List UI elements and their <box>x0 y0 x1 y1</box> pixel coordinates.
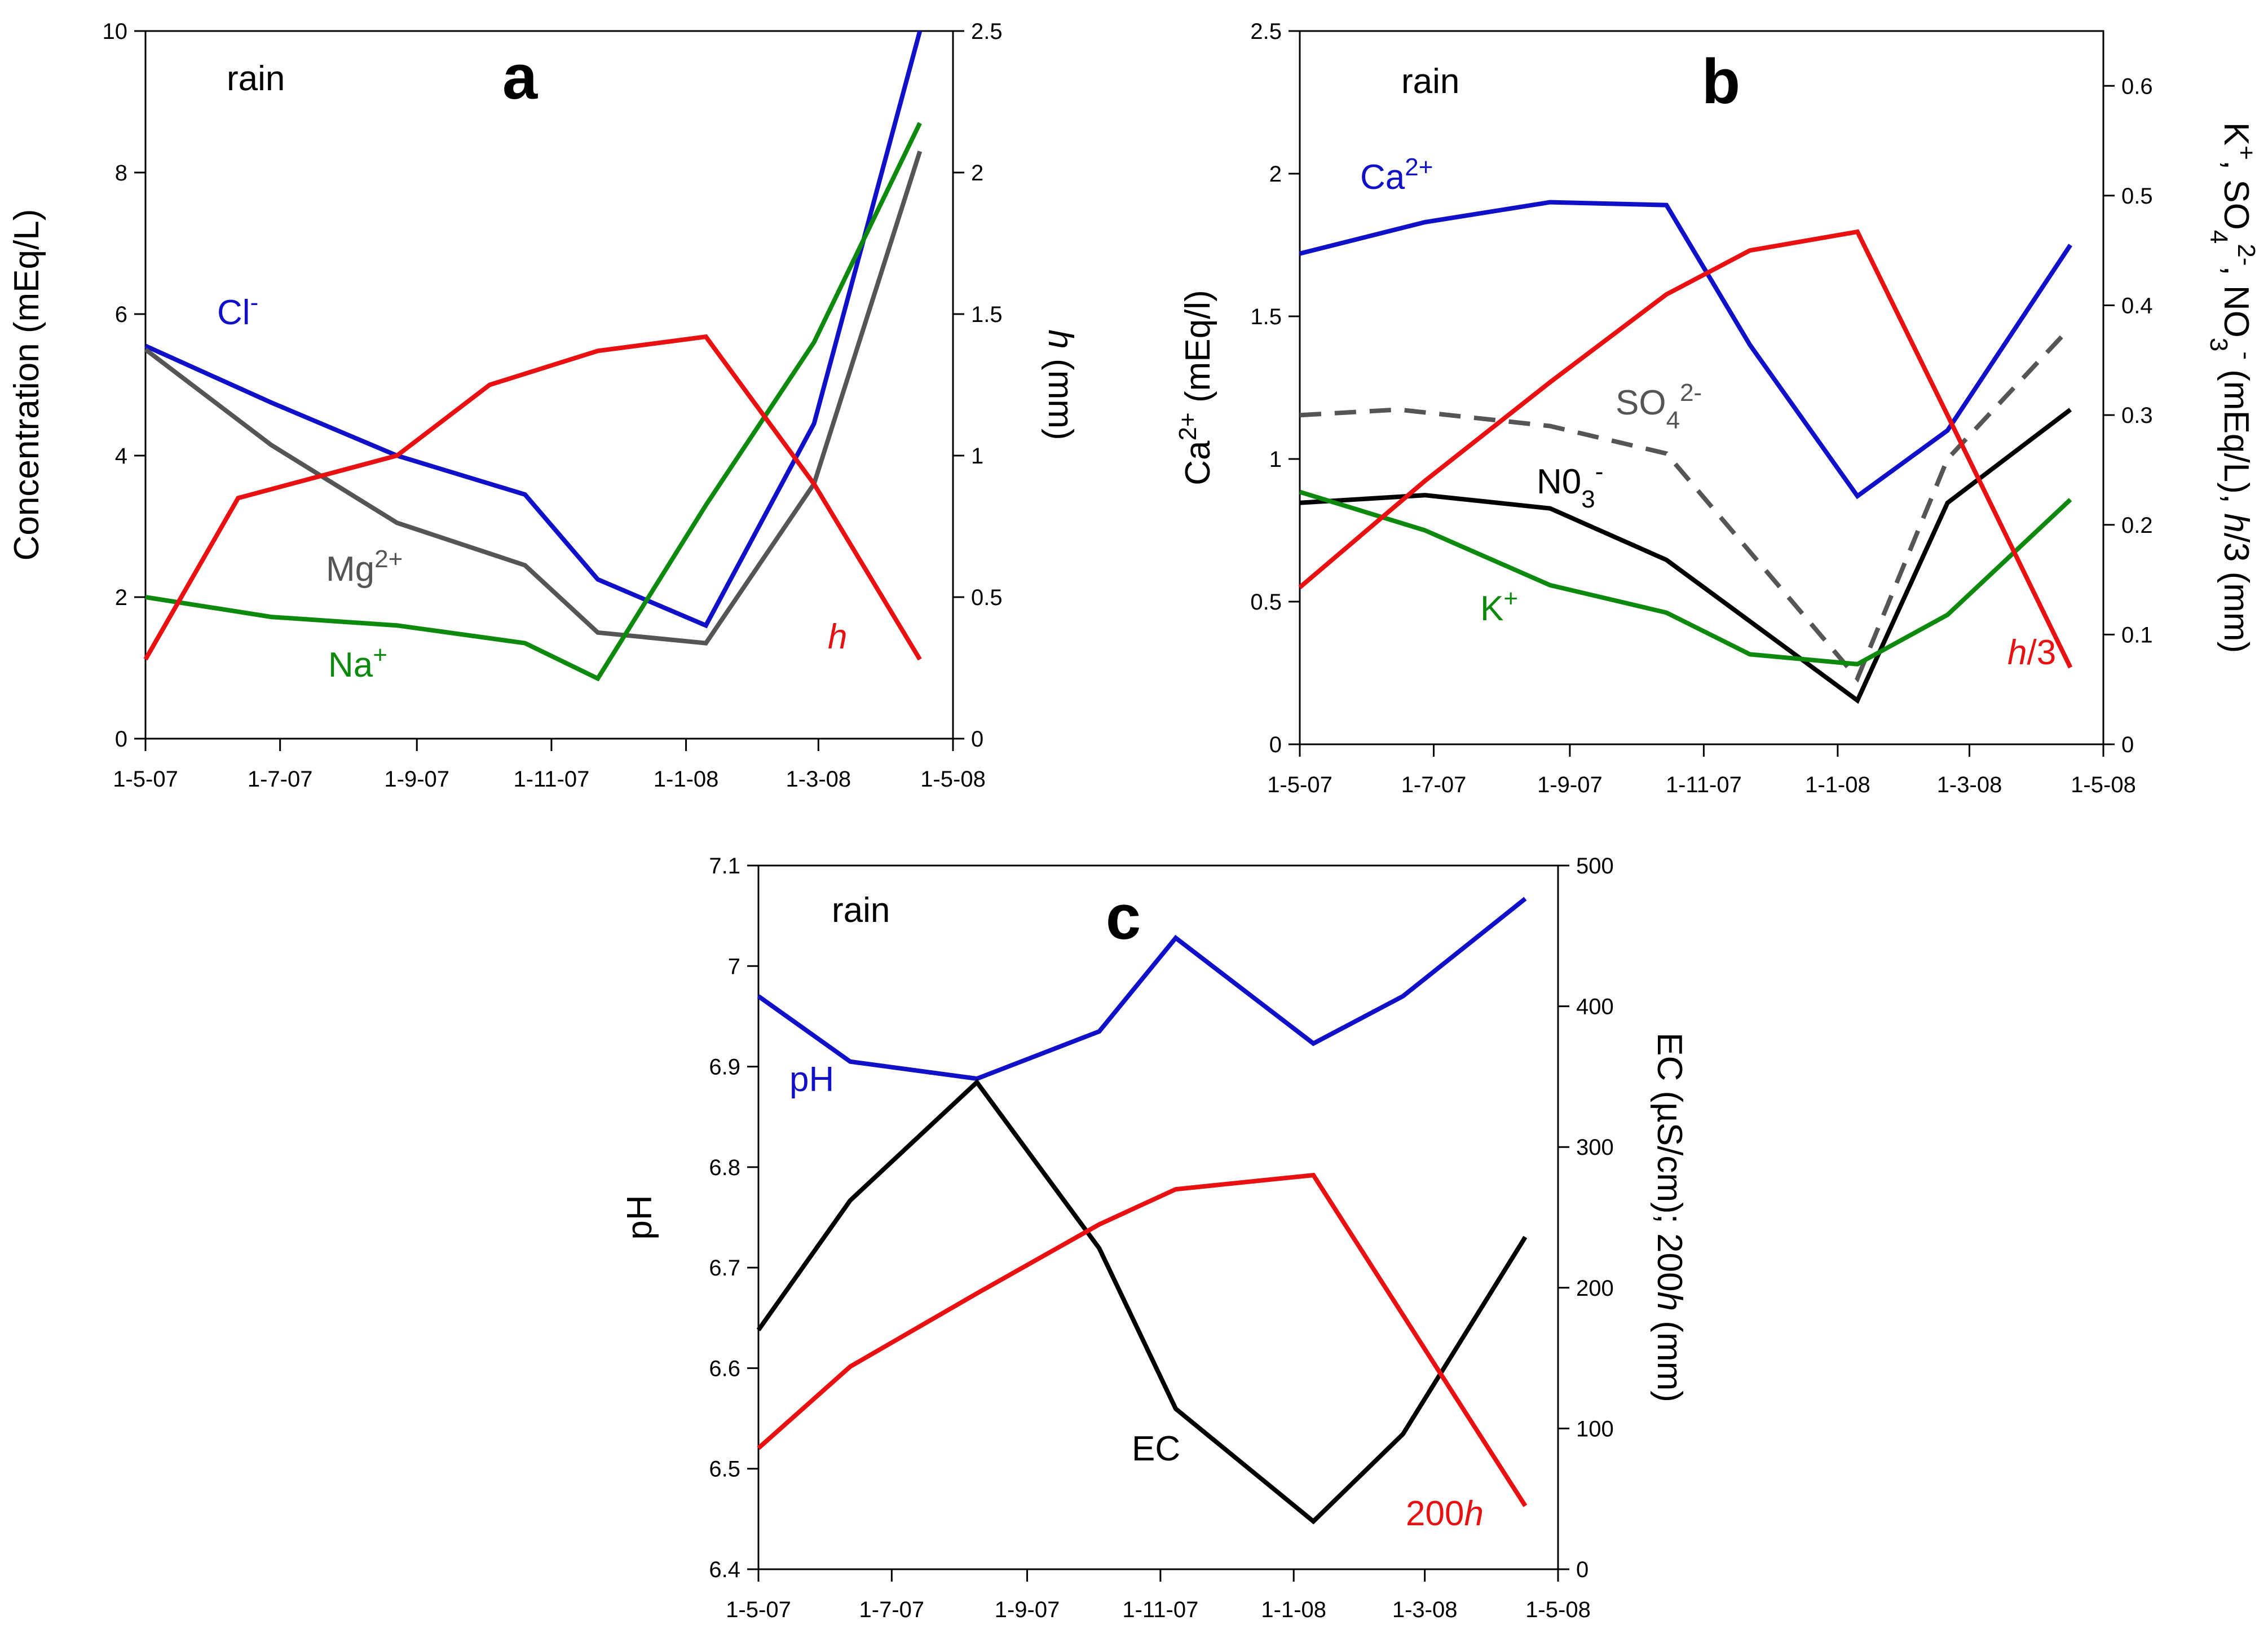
x-tick-label: 1-3-08 <box>786 767 851 792</box>
right-tick-label: 200 <box>1576 1276 1614 1301</box>
panel-letter: a <box>502 42 538 112</box>
series-label-cl: Cl- <box>217 289 258 333</box>
x-tick-label: 1-5-07 <box>113 767 178 792</box>
series-line-h3 <box>1298 229 2073 669</box>
x-tick-label: 1-5-07 <box>1267 772 1332 797</box>
left-tick-label: 4 <box>115 444 127 469</box>
right-tick-label: 0.5 <box>971 585 1003 610</box>
panel-letter: b <box>1702 46 1740 117</box>
x-tick-label: 1-3-08 <box>1937 772 2002 797</box>
series-label-so42: SO42- <box>1616 379 1702 434</box>
right-tick-label: 400 <box>1576 995 1614 1019</box>
right-axis-title: h (mm) <box>1041 329 1080 440</box>
right-tick-label: 0.6 <box>2121 74 2153 99</box>
right-tick-label: 0 <box>2121 732 2134 757</box>
left-tick-label: 2.5 <box>1250 19 1282 44</box>
plot-frame <box>144 30 954 740</box>
series-label-na: Na+ <box>328 641 387 685</box>
series-label-k: K+ <box>1480 585 1518 629</box>
left-tick-label: 2 <box>115 585 127 610</box>
panel-letter: c <box>1106 882 1141 952</box>
x-tick-label: 1-1-08 <box>1261 1597 1326 1622</box>
right-tick-label: 300 <box>1576 1135 1614 1160</box>
left-tick-label: 6.7 <box>709 1256 740 1281</box>
left-tick-label: 6 <box>115 302 127 327</box>
left-tick-label: 6.8 <box>709 1155 740 1180</box>
right-tick-label: 0.2 <box>2121 513 2153 538</box>
x-tick-label: 1-5-08 <box>920 767 986 792</box>
left-tick-label: 0 <box>115 727 127 752</box>
series-line-h <box>143 334 922 661</box>
right-tick-label: 500 <box>1576 854 1614 878</box>
right-tick-label: 1 <box>971 444 983 469</box>
x-tick-label: 1-11-07 <box>1666 772 1742 797</box>
left-tick-label: 7.1 <box>709 854 740 878</box>
chart-panel-c: 1-5-07 1-7-07 1-9-07 1-11-07 1-1-08 1-3-08 1-5… <box>620 854 1689 1622</box>
right-axis-title: K+, SO42-, NO3- (mEq/L), h/3 (mm) <box>2205 122 2261 653</box>
x-tick-label: 1-11-07 <box>513 767 589 792</box>
left-tick-label: 6.6 <box>709 1356 740 1381</box>
left-axis-title: Concentration (mEq/L) <box>7 209 46 561</box>
x-tick-label: 1-5-08 <box>2071 772 2136 797</box>
left-tick-label: 10 <box>103 19 128 44</box>
x-tick-label: 1-9-07 <box>1537 772 1603 797</box>
right-tick-label: 2.5 <box>971 19 1003 44</box>
rain-label: rain <box>832 891 890 930</box>
left-tick-label: 2 <box>1269 162 1282 187</box>
series-label-h3: h/3 <box>2007 633 2056 672</box>
left-axis-title: Ca2+ (mEq/l) <box>1174 290 1218 485</box>
right-axis-title: EC (µS/cm); 200h (mm) <box>1650 1032 1689 1402</box>
rain-label: rain <box>227 59 285 98</box>
x-tick-label: 1-1-08 <box>1805 772 1870 797</box>
series-label-ph: pH <box>789 1060 834 1099</box>
x-tick-label: 1-5-08 <box>1525 1597 1591 1622</box>
x-tick-label: 1-7-07 <box>248 767 313 792</box>
plot-frame <box>757 864 1559 1570</box>
x-tick-label: 1-7-07 <box>859 1597 925 1622</box>
series-label-no3: N03- <box>1537 458 1603 513</box>
left-tick-label: 0.5 <box>1250 590 1282 615</box>
series-line-cl <box>144 30 923 629</box>
series-label-200h: 200h <box>1406 1494 1484 1533</box>
right-tick-label: 0.3 <box>2121 403 2153 428</box>
series-line-k <box>1299 489 2072 666</box>
series-label-ec: EC <box>1132 1429 1180 1468</box>
x-tick-label: 1-5-07 <box>726 1597 791 1622</box>
left-tick-label: 0 <box>1269 732 1282 757</box>
left-tick-label: 6.5 <box>709 1457 740 1482</box>
x-tick-label: 1-9-07 <box>995 1597 1060 1622</box>
left-tick-label: 7 <box>728 954 740 979</box>
right-tick-label: 0 <box>1576 1557 1589 1582</box>
right-tick-label: 0.5 <box>2121 184 2153 209</box>
plot-frame <box>1299 30 2104 745</box>
x-tick-label: 1-11-07 <box>1122 1597 1198 1622</box>
left-tick-label: 6.4 <box>709 1557 740 1582</box>
series-line-ph <box>757 897 1527 1081</box>
series-line-ec <box>756 1079 1528 1525</box>
right-tick-label: 0 <box>971 727 983 752</box>
chart-panel-b: 1-5-07 1-7-07 1-9-07 1-11-07 1-1-08 1-3-08 1-5… <box>1174 19 2261 797</box>
right-tick-label: 0.4 <box>2121 294 2153 319</box>
left-tick-label: 1 <box>1269 447 1282 472</box>
series-line-na <box>145 122 922 682</box>
series-line-mg2 <box>144 151 923 646</box>
left-axis-title: pH <box>620 1195 659 1239</box>
left-tick-label: 1.5 <box>1250 304 1282 329</box>
x-tick-label: 1-9-07 <box>384 767 449 792</box>
series-label-ca2: Ca2+ <box>1360 153 1433 197</box>
series-label-mg2: Mg2+ <box>326 545 403 589</box>
right-tick-label: 0.1 <box>2121 623 2153 647</box>
right-tick-label: 1.5 <box>971 302 1003 327</box>
series-label-h: h <box>828 617 847 656</box>
rain-label: rain <box>1401 62 1459 101</box>
left-tick-label: 8 <box>115 161 127 186</box>
left-tick-label: 6.9 <box>709 1055 740 1080</box>
right-tick-label: 2 <box>971 161 983 186</box>
x-tick-label: 1-7-07 <box>1401 772 1467 797</box>
chart-panel-a: 1-5-07 1-7-07 1-9-07 1-11-07 1-1-08 1-3-08 1-5… <box>7 19 1080 792</box>
x-tick-label: 1-3-08 <box>1392 1597 1458 1622</box>
x-tick-label: 1-1-08 <box>654 767 719 792</box>
right-tick-label: 100 <box>1576 1416 1614 1441</box>
